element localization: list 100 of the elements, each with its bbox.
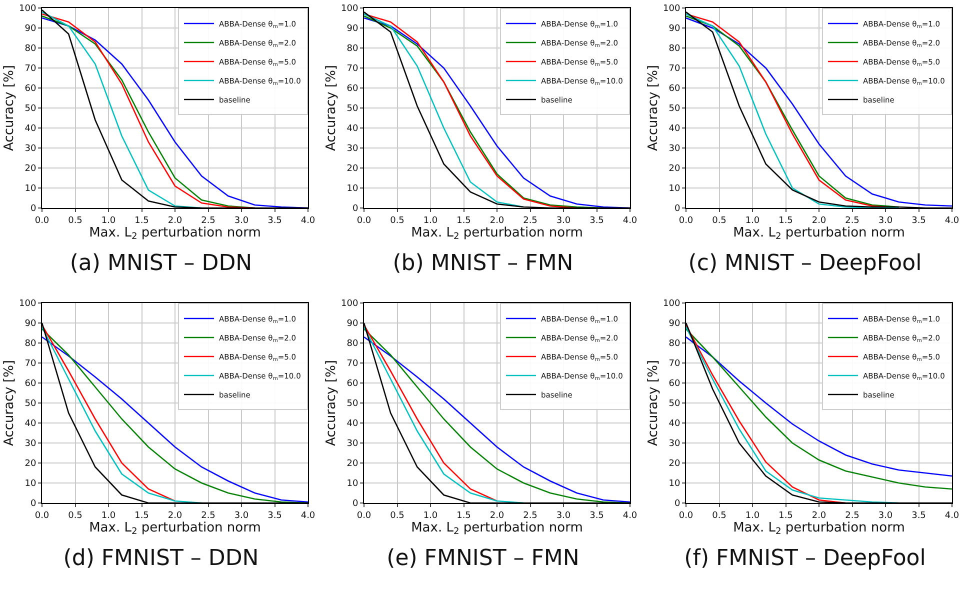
x-tick-label: 2.0 <box>812 510 826 521</box>
y-tick-label: 0 <box>352 499 358 510</box>
line-series <box>686 324 846 503</box>
x-tick-label: 3.0 <box>556 510 571 521</box>
x-tick-label: 0.0 <box>356 216 372 226</box>
y-tick-label: 40 <box>346 124 358 134</box>
y-tick-label: 30 <box>24 144 36 154</box>
y-tick-label: 100 <box>19 4 36 14</box>
x-tick-label: 0.5 <box>390 510 404 521</box>
y-tick-label: 90 <box>24 319 36 330</box>
x-tick-label: 1.5 <box>778 510 793 521</box>
y-tick-label: 70 <box>24 359 36 370</box>
y-tick-label: 50 <box>24 399 36 410</box>
y-tick-label: 30 <box>668 144 680 154</box>
y-tick-label: 70 <box>668 359 680 370</box>
x-tick-label: 0.5 <box>68 216 82 226</box>
x-tick-label: 3.0 <box>234 216 249 226</box>
x-axis-title: Max. L$_{2}$ perturbation norm <box>733 520 905 537</box>
x-tick-label: 4.0 <box>300 216 316 226</box>
y-tick-label: 30 <box>24 439 36 450</box>
y-tick-label: 0 <box>674 204 680 214</box>
y-tick-label: 60 <box>24 379 36 390</box>
x-tick-label: 0.5 <box>68 510 82 521</box>
x-axis-title: Max. L$_{2}$ perturbation norm <box>733 225 905 242</box>
y-tick-label: 20 <box>24 459 36 470</box>
y-axis-title: Accuracy [%] <box>646 65 661 151</box>
y-tick-label: 10 <box>24 479 36 490</box>
x-tick-label: 4.0 <box>944 216 960 226</box>
x-tick-label: 1.5 <box>456 510 471 521</box>
x-tick-label: 3.0 <box>556 216 571 226</box>
x-tick-label: 3.5 <box>268 510 282 521</box>
y-tick-label: 40 <box>668 419 680 430</box>
y-axis-title: Accuracy [%] <box>2 360 17 446</box>
line-series <box>364 326 524 503</box>
text: (d) FMNIST – DDN <box>62 545 260 573</box>
x-tick-label: 0.0 <box>34 510 50 521</box>
text: (e) FMNIST – FMN <box>386 545 580 573</box>
y-tick-label: 30 <box>346 144 358 154</box>
y-tick-label: 60 <box>24 84 36 94</box>
y-tick-label: 90 <box>668 24 680 34</box>
y-tick-label: 60 <box>668 379 680 390</box>
y-tick-label: 0 <box>674 499 680 510</box>
x-tick-label: 4.0 <box>300 510 316 521</box>
x-tick-label: 1.0 <box>423 216 438 226</box>
y-tick-label: 70 <box>346 359 358 370</box>
y-tick-label: 70 <box>668 64 680 74</box>
y-tick-label: 50 <box>668 399 680 410</box>
y-axis-title: Accuracy [%] <box>646 360 661 446</box>
x-tick-label: 4.0 <box>944 510 960 521</box>
x-tick-label: 2.0 <box>168 216 182 226</box>
x-tick-label: 1.0 <box>745 216 760 226</box>
x-tick-label: 3.5 <box>912 216 926 226</box>
line-series <box>42 326 202 503</box>
y-tick-label: 80 <box>346 339 358 350</box>
y-tick-label: 20 <box>24 164 36 174</box>
x-tick-label: 0.5 <box>712 216 726 226</box>
text: (a) MNIST – DDN <box>68 250 254 278</box>
x-tick-label: 3.5 <box>268 216 282 226</box>
x-tick-label: 0.5 <box>390 216 404 226</box>
x-tick-label: 1.0 <box>101 216 116 226</box>
y-tick-label: 50 <box>346 399 358 410</box>
y-tick-label: 0 <box>352 204 358 214</box>
x-tick-label: 4.0 <box>622 216 638 226</box>
y-tick-label: 20 <box>668 459 680 470</box>
y-tick-label: 10 <box>668 479 680 490</box>
y-axis-title: Accuracy [%] <box>2 65 17 151</box>
y-tick-label: 80 <box>24 44 36 54</box>
x-tick-label: 3.5 <box>590 216 604 226</box>
text: (c) MNIST – DeepFool <box>687 250 923 278</box>
x-tick-label: 2.0 <box>490 510 504 521</box>
x-tick-label: 4.0 <box>622 510 638 521</box>
x-tick-label: 2.5 <box>201 216 216 226</box>
y-axis-title: Accuracy [%] <box>324 360 339 446</box>
y-tick-label: 50 <box>668 104 680 114</box>
y-tick-label: 100 <box>663 299 680 310</box>
line-series <box>364 324 498 502</box>
y-tick-label: 80 <box>668 44 680 54</box>
x-tick-label: 0.0 <box>678 510 694 521</box>
y-tick-label: 50 <box>346 104 358 114</box>
y-tick-label: 90 <box>24 24 36 34</box>
x-tick-label: 1.5 <box>778 216 793 226</box>
y-tick-label: 100 <box>341 299 358 310</box>
x-tick-label: 2.0 <box>168 510 182 521</box>
x-tick-label: 1.0 <box>745 510 760 521</box>
x-tick-label: 1.0 <box>423 510 438 521</box>
x-tick-label: 3.0 <box>878 216 893 226</box>
x-axis-title: Max. L$_{2}$ perturbation norm <box>89 520 261 537</box>
y-axis-title: Accuracy [%] <box>324 65 339 151</box>
y-tick-label: 20 <box>346 164 358 174</box>
x-tick-label: 3.5 <box>912 510 926 521</box>
y-tick-label: 100 <box>19 299 36 310</box>
x-tick-label: 2.0 <box>490 216 504 226</box>
y-tick-label: 60 <box>346 84 358 94</box>
x-tick-label: 1.5 <box>134 510 149 521</box>
x-tick-label: 2.5 <box>845 216 860 226</box>
x-tick-label: 3.0 <box>234 510 249 521</box>
y-tick-label: 90 <box>346 319 358 330</box>
y-tick-label: 80 <box>668 339 680 350</box>
line-series <box>42 324 176 502</box>
x-tick-label: 0.0 <box>356 510 372 521</box>
